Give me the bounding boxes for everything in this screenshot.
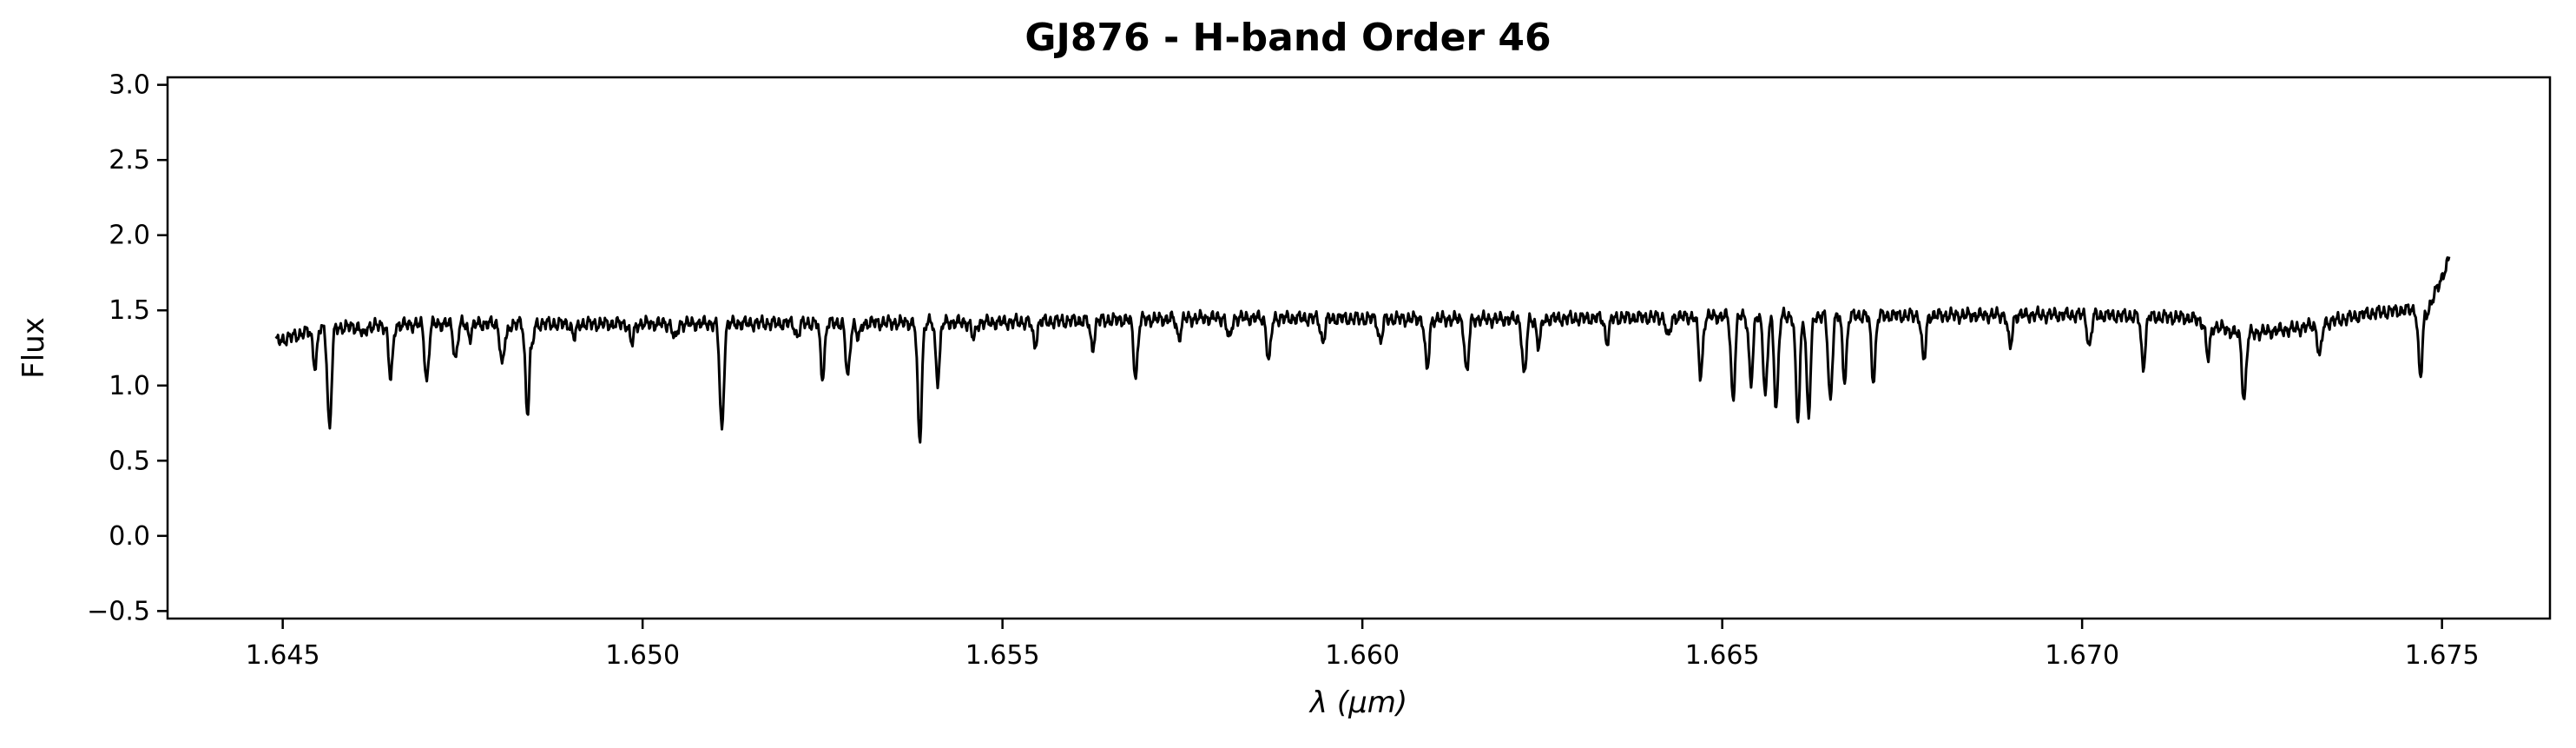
x-tick-label: 1.675	[2405, 640, 2480, 671]
plot-frame	[166, 76, 2552, 620]
chart-title: GJ876 - H-band Order 46	[1024, 16, 1552, 60]
x-axis-ticks: 1.645 1.650 1.655 1.660 1.665 1.670 1.675	[246, 619, 2480, 671]
y-axis-label: Flux	[16, 317, 51, 379]
y-axis-ticks: −0.5 0.0 0.5 1.0 1.5 2.0 2.5 3.0	[87, 70, 168, 626]
x-tick-label: 1.645	[246, 640, 320, 671]
x-tick-label: 1.655	[965, 640, 1040, 671]
y-tick-label: 2.0	[109, 221, 150, 251]
y-tick-label: −0.5	[87, 596, 150, 626]
x-axis-label: λ (μm)	[1308, 685, 1407, 720]
y-tick-label: 0.0	[109, 521, 150, 552]
y-tick-label: 0.5	[109, 446, 150, 476]
y-tick-label: 1.5	[109, 295, 150, 326]
x-tick-label: 1.650	[605, 640, 680, 671]
y-tick-label: 3.0	[109, 70, 150, 101]
y-tick-label: 1.0	[109, 371, 150, 401]
y-tick-label: 2.5	[109, 145, 150, 175]
x-tick-label: 1.665	[1685, 640, 1760, 671]
spectrum-line	[274, 256, 2451, 444]
x-tick-label: 1.670	[2045, 640, 2119, 671]
x-tick-label: 1.660	[1325, 640, 1400, 671]
